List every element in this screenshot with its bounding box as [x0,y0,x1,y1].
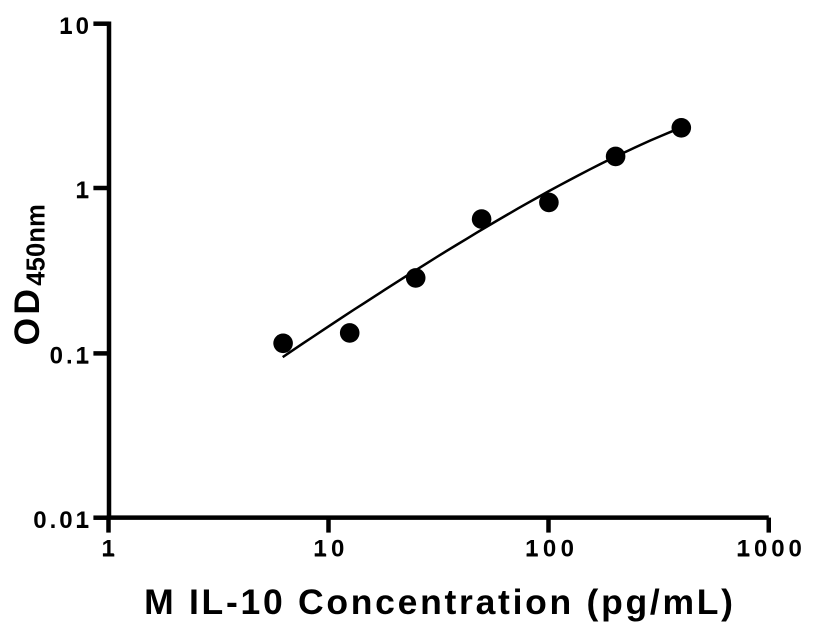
svg-text:10: 10 [313,535,348,562]
svg-text:1000: 1000 [737,535,806,562]
svg-text:0.1: 0.1 [50,343,92,370]
svg-text:M IL-10 Concentration (pg/mL): M IL-10 Concentration (pg/mL) [144,582,736,622]
svg-text:1: 1 [102,535,118,562]
svg-text:0.01: 0.01 [33,507,92,534]
svg-text:100: 100 [525,535,578,562]
svg-text:10: 10 [59,13,92,40]
svg-text:1: 1 [76,177,92,204]
